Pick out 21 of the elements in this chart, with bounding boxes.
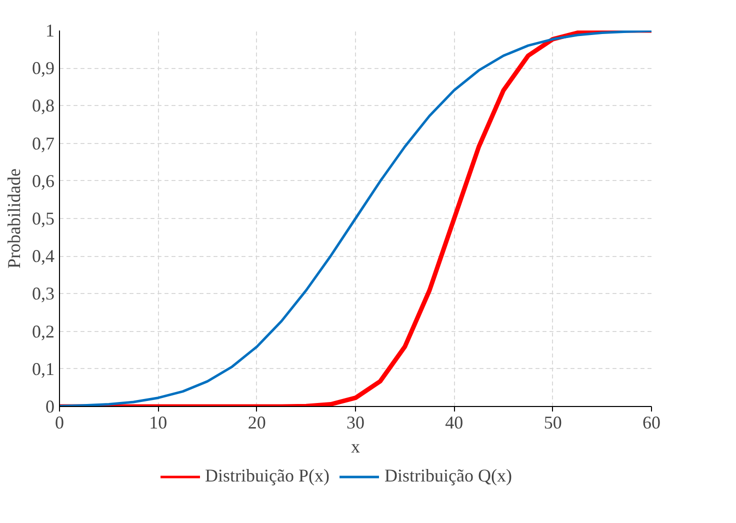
y-tick-label: 0 xyxy=(46,396,54,416)
legend-label: Distribuição Q(x) xyxy=(384,466,512,486)
x-tick-label: 40 xyxy=(445,412,464,432)
y-tick-label: 0,7 xyxy=(32,133,54,154)
x-tick-label: 20 xyxy=(248,412,266,432)
y-tick-label: 0,4 xyxy=(32,246,54,266)
x-tick-label: 10 xyxy=(149,412,168,432)
x-tick-label: 30 xyxy=(346,412,364,432)
legend-label: Distribuição P(x) xyxy=(205,466,330,486)
x-tick-label: 50 xyxy=(544,412,562,432)
y-tick-label: 1 xyxy=(46,20,54,40)
y-tick-label: 0,8 xyxy=(32,96,54,116)
y-tick-label: 0,1 xyxy=(32,358,54,379)
x-axis-title: x xyxy=(351,436,360,456)
y-tick-label: 0,5 xyxy=(32,208,54,228)
y-tick-label: 0,6 xyxy=(32,170,54,191)
y-tick-label: 0,9 xyxy=(32,58,54,78)
y-tick-label: 0,2 xyxy=(32,321,54,342)
x-tick-label: 60 xyxy=(642,412,660,432)
y-tick-label: 0,3 xyxy=(32,284,54,304)
y-axis-title: Probabilidade xyxy=(4,168,24,268)
